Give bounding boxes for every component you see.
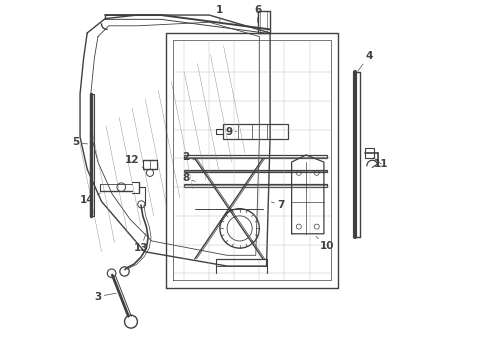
Text: 10: 10	[316, 237, 335, 251]
Text: 3: 3	[95, 292, 116, 302]
Text: 6: 6	[254, 5, 261, 23]
Bar	[184, 170, 327, 172]
Text: 5: 5	[72, 138, 88, 147]
Text: 7: 7	[271, 200, 285, 210]
Text: 8: 8	[182, 173, 196, 183]
Text: 4: 4	[358, 51, 372, 71]
Text: 11: 11	[373, 158, 389, 169]
Text: 14: 14	[80, 193, 100, 205]
Bar	[184, 155, 327, 158]
Text: 2: 2	[182, 152, 196, 162]
Bar	[223, 125, 288, 139]
Text: 12: 12	[125, 155, 143, 167]
Text: 9: 9	[225, 127, 237, 136]
Text: 1: 1	[216, 5, 223, 22]
Text: 13: 13	[134, 233, 148, 253]
Bar	[184, 184, 327, 187]
